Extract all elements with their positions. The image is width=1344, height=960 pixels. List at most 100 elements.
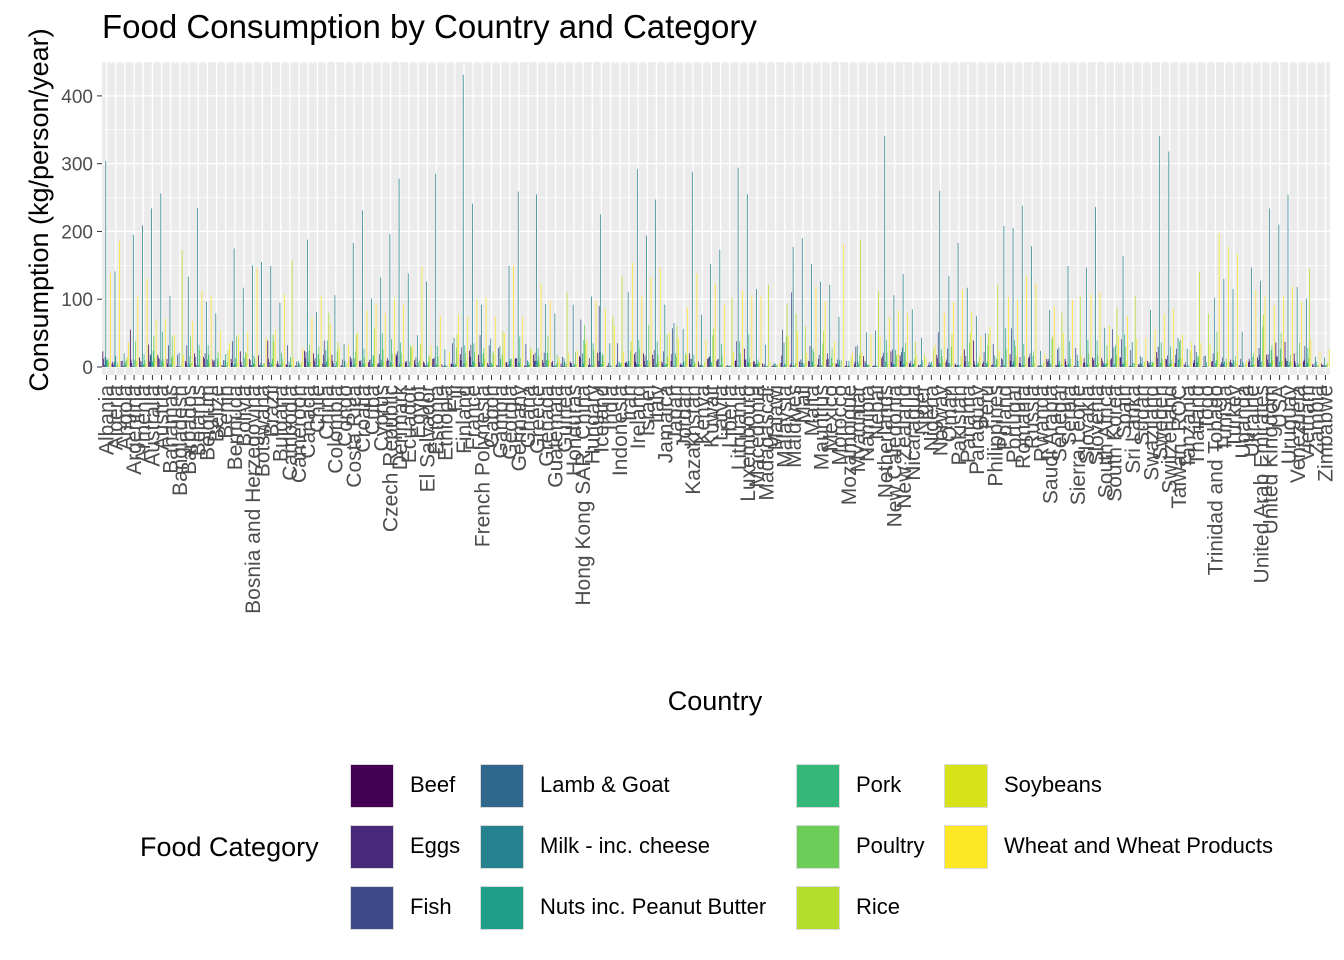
bar — [410, 348, 412, 367]
bar — [404, 361, 406, 367]
bar — [382, 349, 384, 367]
bar — [1182, 335, 1183, 367]
bar — [878, 291, 879, 367]
bar — [928, 362, 930, 367]
bar — [608, 366, 610, 367]
bar — [199, 350, 201, 367]
bar — [861, 352, 863, 367]
bar — [729, 365, 731, 367]
bar — [284, 293, 285, 367]
bar — [1119, 357, 1121, 367]
bar — [630, 341, 632, 367]
bar — [746, 366, 747, 367]
x-tick-label: Portugal — [1003, 385, 1026, 463]
bar — [830, 357, 832, 367]
bar — [794, 366, 796, 367]
bar — [154, 358, 156, 367]
bar — [288, 361, 290, 367]
bar — [676, 326, 678, 367]
bar — [1212, 360, 1213, 367]
bar — [745, 359, 747, 367]
bar — [557, 361, 559, 367]
bar — [290, 356, 291, 367]
bar — [694, 361, 695, 367]
bar — [458, 314, 459, 367]
bar — [140, 365, 142, 367]
bar — [231, 362, 233, 367]
bar — [985, 333, 986, 367]
bar — [799, 366, 801, 367]
bar — [380, 277, 382, 367]
bar — [711, 366, 713, 367]
bar — [1156, 352, 1158, 367]
bar — [163, 362, 165, 367]
bar — [543, 352, 545, 367]
bar — [416, 365, 418, 367]
bar — [1224, 361, 1225, 367]
chart-title: Food Consumption by Country and Category — [102, 8, 757, 45]
bar — [498, 366, 500, 367]
bar — [947, 348, 948, 367]
bar — [1294, 360, 1296, 367]
bar — [612, 316, 614, 367]
bar — [179, 366, 181, 367]
bar — [435, 173, 437, 367]
x-tick-label: Guatemala — [545, 385, 568, 488]
bar — [1078, 366, 1080, 367]
bar — [363, 348, 365, 367]
x-tick-label: Australia — [141, 385, 164, 467]
bar — [293, 358, 294, 367]
bar — [657, 354, 659, 367]
bar — [671, 354, 673, 367]
bar — [1301, 301, 1303, 367]
bar — [554, 313, 556, 367]
x-tick-label: Kuwait — [700, 385, 723, 448]
bar — [1097, 355, 1099, 367]
bar — [1205, 362, 1207, 367]
bar — [688, 353, 690, 367]
bar — [1047, 361, 1048, 367]
bar — [1085, 366, 1087, 367]
bar — [1173, 308, 1174, 367]
y-tick-label: 0 — [82, 358, 93, 379]
legend-key — [796, 764, 840, 808]
x-tick-label: Tanzania — [1177, 385, 1200, 469]
bar — [1099, 292, 1101, 367]
bar — [1037, 366, 1039, 367]
bar — [1158, 366, 1160, 367]
bar — [1318, 364, 1319, 367]
bar — [420, 343, 421, 367]
bar — [738, 365, 740, 367]
bar — [1232, 289, 1234, 367]
bar — [832, 362, 834, 367]
bar — [439, 316, 441, 367]
bar — [820, 281, 822, 367]
bar — [1079, 366, 1080, 367]
bar — [775, 365, 777, 367]
bar — [1138, 364, 1139, 367]
bar — [782, 366, 784, 367]
bar — [1006, 366, 1008, 367]
x-tick-label: Jordan — [673, 385, 696, 449]
bar — [332, 360, 334, 367]
bar — [575, 364, 577, 367]
bar — [986, 362, 988, 367]
bar — [537, 348, 539, 367]
bar — [378, 362, 379, 367]
bar — [1193, 360, 1195, 367]
bar — [529, 363, 531, 367]
x-tick-label: Rwanda — [1030, 385, 1053, 462]
bar — [1209, 344, 1211, 367]
bar — [533, 354, 534, 367]
bar — [822, 343, 824, 367]
x-tick-label: Guinea — [554, 385, 577, 453]
bar — [149, 361, 150, 367]
bar — [436, 345, 438, 367]
bar — [255, 364, 256, 367]
bar — [1307, 348, 1309, 367]
bar — [755, 364, 757, 367]
bar — [833, 341, 835, 367]
bar — [1094, 366, 1096, 367]
bar — [167, 363, 169, 367]
bar — [1317, 365, 1319, 367]
